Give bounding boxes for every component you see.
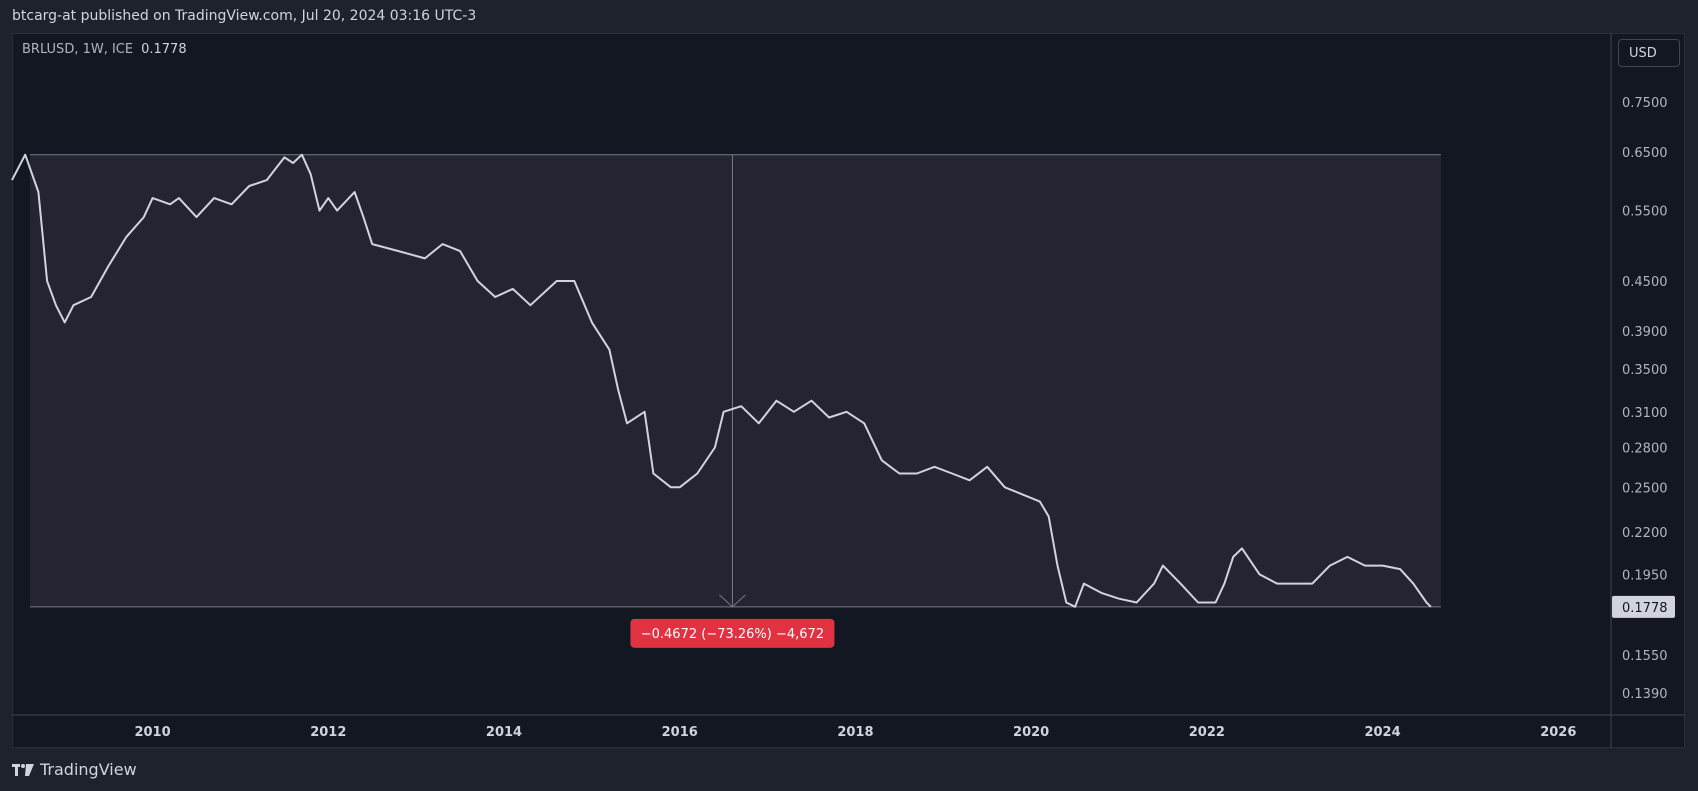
x-tick-label: 2026 — [1540, 725, 1576, 740]
x-tick-label: 2016 — [662, 725, 698, 740]
measure-box[interactable] — [30, 154, 1441, 607]
symbol-name: BRLUSD, 1W, ICE — [22, 42, 134, 57]
x-tick-label: 2022 — [1189, 725, 1225, 740]
symbol-last-price: 0.1778 — [141, 42, 187, 57]
footer-brand-label: TradingView — [40, 760, 137, 779]
measure-label-box — [630, 618, 835, 648]
y-tick-label: 0.1550 — [1622, 649, 1668, 664]
y-tick-label: 0.6500 — [1622, 146, 1668, 161]
y-tick-label: 0.3900 — [1622, 325, 1668, 340]
symbol-legend[interactable]: BRLUSD, 1W, ICE 0.1778 — [22, 42, 187, 57]
y-tick-label: 0.4500 — [1622, 275, 1668, 290]
y-tick-label: 0.2800 — [1622, 442, 1668, 457]
publisher-header: btcarg-at published on TradingView.com, … — [12, 8, 477, 24]
x-tick-label: 2012 — [310, 725, 346, 740]
x-tick-label: 2020 — [1013, 725, 1049, 740]
y-tick-label: 0.3100 — [1622, 406, 1668, 421]
x-tick-label: 2014 — [486, 725, 522, 740]
footer-brand[interactable]: TradingView — [12, 760, 137, 779]
currency-button[interactable]: USD — [1618, 39, 1680, 67]
last-price-badge — [1612, 595, 1675, 618]
price-series-line[interactable] — [11, 153, 1432, 608]
y-tick-label: 0.5500 — [1622, 205, 1668, 220]
measure-arrow-icon — [719, 594, 746, 608]
y-tick-label: 0.1390 — [1622, 687, 1668, 702]
y-tick-label: 0.7500 — [1622, 96, 1668, 111]
x-tick-label: 2024 — [1364, 725, 1400, 740]
y-tick-label: 0.2500 — [1622, 481, 1668, 496]
y-tick-label: 0.1950 — [1622, 568, 1668, 583]
x-tick-label: 2010 — [134, 725, 170, 740]
x-tick-label: 2018 — [837, 725, 873, 740]
tradingview-logo-icon — [12, 763, 34, 776]
y-tick-label: 0.2200 — [1622, 526, 1668, 541]
last-price-label: 0.1778 — [1622, 601, 1668, 616]
y-tick-label: 0.3500 — [1622, 363, 1668, 378]
measure-label-text: −0.4672 (−73.26%) −4,672 — [641, 627, 824, 642]
